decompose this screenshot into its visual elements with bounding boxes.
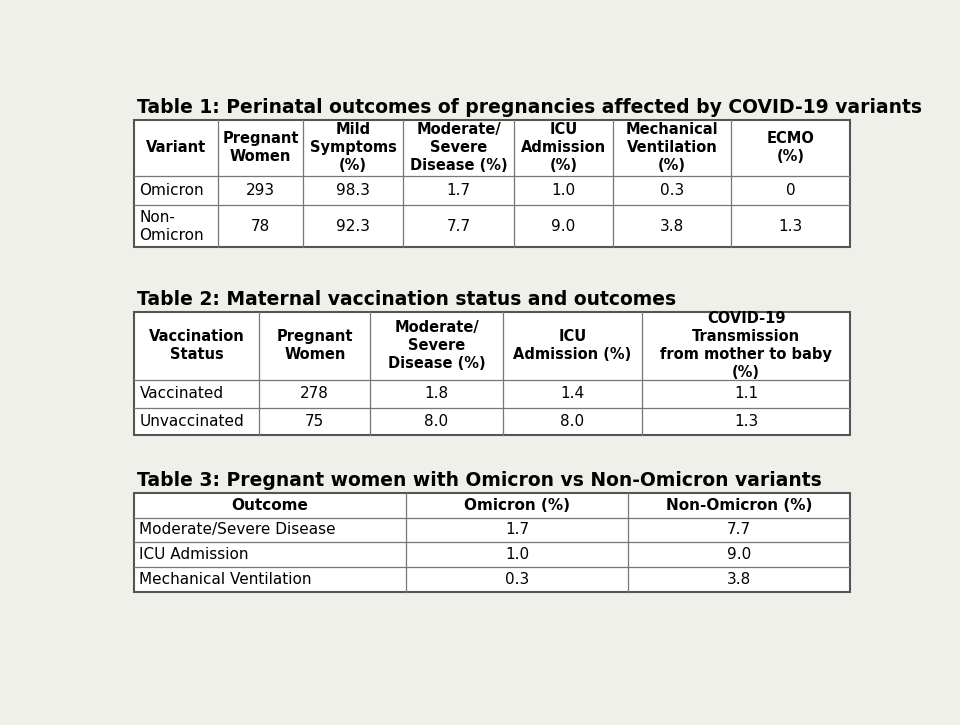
Text: 98.3: 98.3 <box>336 183 370 198</box>
Text: 7.7: 7.7 <box>727 523 751 537</box>
Text: 3.8: 3.8 <box>727 572 751 587</box>
Text: ICU
Admission
(%): ICU Admission (%) <box>521 123 606 173</box>
Text: Moderate/
Severe
Disease (%): Moderate/ Severe Disease (%) <box>388 320 486 371</box>
Text: 1.1: 1.1 <box>734 386 758 401</box>
Text: Omicron: Omicron <box>139 183 204 198</box>
Text: Non-Omicron (%): Non-Omicron (%) <box>666 498 812 513</box>
Text: 8.0: 8.0 <box>561 414 585 429</box>
Text: 8.0: 8.0 <box>424 414 448 429</box>
Bar <box>134 120 850 247</box>
Text: Table 1: Perinatal outcomes of pregnancies affected by COVID-19 variants: Table 1: Perinatal outcomes of pregnanci… <box>137 98 922 117</box>
Text: Variant: Variant <box>146 140 206 155</box>
Text: Table 2: Maternal vaccination status and outcomes: Table 2: Maternal vaccination status and… <box>137 290 676 310</box>
Bar <box>134 493 850 592</box>
Text: Pregnant
Women: Pregnant Women <box>276 329 353 362</box>
Text: Moderate/Severe Disease: Moderate/Severe Disease <box>139 523 336 537</box>
Text: Omicron (%): Omicron (%) <box>464 498 570 513</box>
Text: Mechanical
Ventilation
(%): Mechanical Ventilation (%) <box>626 123 718 173</box>
Text: Mild
Symptoms
(%): Mild Symptoms (%) <box>310 123 396 173</box>
Text: Pregnant
Women: Pregnant Women <box>223 131 299 164</box>
Bar <box>134 312 850 435</box>
Text: 92.3: 92.3 <box>336 219 370 233</box>
Text: Table 3: Pregnant women with Omicron vs Non-Omicron variants: Table 3: Pregnant women with Omicron vs … <box>137 471 822 490</box>
Text: Vaccinated: Vaccinated <box>139 386 224 401</box>
Text: 0.3: 0.3 <box>660 183 684 198</box>
Text: 1.8: 1.8 <box>424 386 448 401</box>
Text: 9.0: 9.0 <box>551 219 576 233</box>
Text: 1.7: 1.7 <box>505 523 529 537</box>
Text: 3.8: 3.8 <box>660 219 684 233</box>
Text: 278: 278 <box>300 386 329 401</box>
Text: Vaccination
Status: Vaccination Status <box>149 329 245 362</box>
Text: 1.0: 1.0 <box>552 183 576 198</box>
Text: Non-
Omicron: Non- Omicron <box>139 210 204 243</box>
Text: Outcome: Outcome <box>231 498 308 513</box>
Text: 0.3: 0.3 <box>505 572 529 587</box>
Text: 293: 293 <box>246 183 276 198</box>
Text: 75: 75 <box>305 414 324 429</box>
Text: Unvaccinated: Unvaccinated <box>139 414 244 429</box>
Text: 1.3: 1.3 <box>779 219 803 233</box>
Text: ECMO
(%): ECMO (%) <box>767 131 814 164</box>
Text: 1.4: 1.4 <box>561 386 585 401</box>
Text: COVID-19
Transmission
from mother to baby
(%): COVID-19 Transmission from mother to bab… <box>660 312 832 381</box>
Text: 1.3: 1.3 <box>734 414 758 429</box>
Text: 9.0: 9.0 <box>727 547 751 562</box>
Text: 1.7: 1.7 <box>446 183 470 198</box>
Text: ICU
Admission (%): ICU Admission (%) <box>514 329 632 362</box>
Text: 7.7: 7.7 <box>446 219 470 233</box>
Text: ICU Admission: ICU Admission <box>139 547 249 562</box>
Text: 0: 0 <box>786 183 796 198</box>
Text: Moderate/
Severe
Disease (%): Moderate/ Severe Disease (%) <box>410 123 508 173</box>
Text: 1.0: 1.0 <box>505 547 529 562</box>
Text: Mechanical Ventilation: Mechanical Ventilation <box>139 572 312 587</box>
Text: 78: 78 <box>252 219 271 233</box>
